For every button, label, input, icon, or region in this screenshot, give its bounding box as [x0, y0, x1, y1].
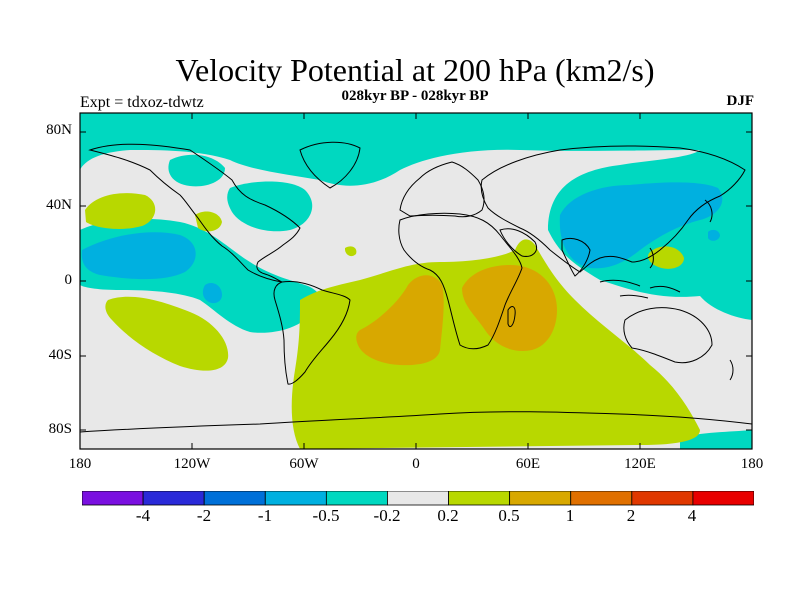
colorbar-tick-label: 4	[687, 506, 697, 525]
colorbar-swatch	[692, 491, 754, 506]
x-tick-label: 120W	[173, 456, 211, 472]
colorbar-tick-label: 1	[565, 506, 575, 525]
y-tick-label: 40S	[48, 347, 72, 363]
x-tick-label: 120E	[624, 456, 656, 472]
colorbar-tick-label: -2	[196, 506, 212, 525]
colorbar-swatch	[631, 491, 694, 506]
tick-marks	[79, 113, 753, 449]
y-tick-label: 40N	[46, 197, 72, 213]
colorbar-swatch	[264, 491, 327, 506]
y-tick-label: 80S	[48, 421, 72, 437]
colorbar-swatch	[570, 491, 633, 506]
colorbar-tick-label: -1	[257, 506, 273, 525]
colorbar-tick-label: 2	[626, 506, 636, 525]
colorbar-swatch	[509, 491, 572, 506]
coastlines	[80, 141, 752, 433]
y-tick-label: 0	[64, 272, 73, 288]
colorbar-swatch	[203, 491, 266, 506]
x-tick-label: 60E	[515, 456, 541, 472]
colorbar	[82, 491, 754, 506]
colorbar-swatch	[387, 491, 449, 506]
map-subtitle: 028kyr BP - 028kyr BP	[341, 88, 489, 104]
colorbar-tick-label: 0.2	[437, 506, 459, 525]
experiment-label: Expt = tdxoz-tdwtz	[80, 94, 204, 111]
colorbar-swatch	[325, 491, 388, 506]
negative-core-fill	[81, 182, 723, 304]
colorbar-tick-label: -0.2	[373, 506, 401, 525]
colorbar-tick-label: 0.5	[498, 506, 520, 525]
x-tick-label: 180	[68, 456, 92, 472]
x-tick-label: 60W	[289, 456, 319, 472]
y-tick-label: 80N	[46, 122, 72, 138]
colorbar-swatch	[142, 491, 205, 506]
x-tick-label: 0	[412, 456, 420, 472]
season-label: DJF	[726, 93, 755, 109]
colorbar-swatch	[82, 491, 144, 506]
colorbar-tick-label: -0.5	[312, 506, 340, 525]
colorbar-swatch	[448, 491, 511, 506]
colorbar-tick-label: -4	[135, 506, 151, 525]
map-title: Velocity Potential at 200 hPa (km2/s)	[175, 52, 655, 88]
x-tick-label: 180	[740, 456, 764, 472]
